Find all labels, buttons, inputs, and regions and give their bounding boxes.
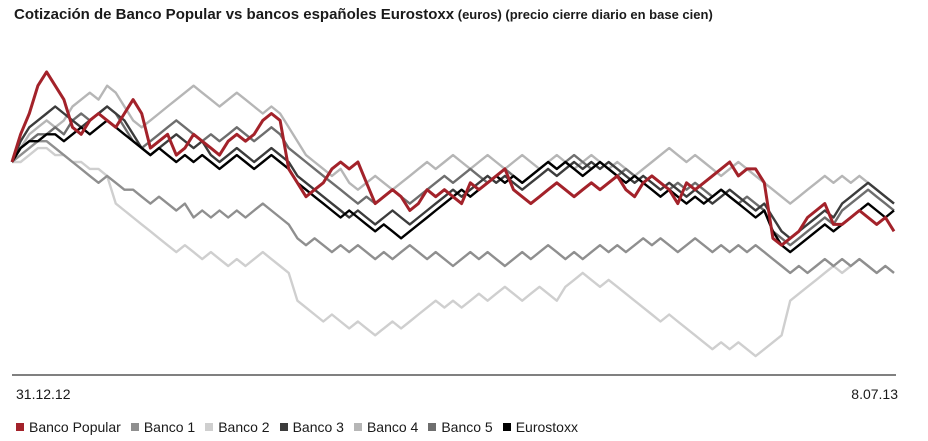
legend-item-banco-1: Banco 1 xyxy=(130,419,196,435)
legend-swatch xyxy=(353,423,362,431)
x-start-label: 31.12.12 xyxy=(16,386,71,402)
legend-item-eurostoxx: Eurostoxx xyxy=(502,419,578,435)
x-end-label: 8.07.13 xyxy=(851,386,898,402)
legend-item-banco-2: Banco 2 xyxy=(205,419,270,435)
legend-item-banco-popular: Banco Popular xyxy=(16,419,121,435)
series-layer xyxy=(10,70,896,358)
legend-label: Banco Popular xyxy=(29,419,121,435)
legend-swatch xyxy=(428,423,437,431)
legend-item-banco-4: Banco 4 xyxy=(353,419,419,435)
legend-label: Banco 4 xyxy=(366,419,419,435)
legend-label: Banco 5 xyxy=(441,419,493,435)
legend-swatch xyxy=(279,423,288,431)
legend-swatch xyxy=(502,423,511,431)
legend: Banco Popular Banco 1 Banco 2 Banco 3 Banco … xyxy=(16,419,588,435)
legend-swatch xyxy=(130,423,139,431)
legend-label: Banco 3 xyxy=(292,419,344,435)
chart-title-sub: (euros) (precio cierre diario en base ci… xyxy=(454,7,713,22)
legend-label: Eurostoxx xyxy=(515,419,578,435)
legend-item-banco-3: Banco 3 xyxy=(279,419,344,435)
series-line-banco-1 xyxy=(11,140,895,275)
legend-label: Banco 2 xyxy=(218,419,270,435)
series-line-banco-2 xyxy=(12,146,895,358)
series-line-banco-5 xyxy=(10,105,895,247)
series-line-banco-popular xyxy=(10,70,896,247)
chart-title: Cotización de Banco Popular vs bancos es… xyxy=(14,6,713,23)
legend-swatch xyxy=(205,423,214,431)
legend-label: Banco 1 xyxy=(143,419,196,435)
legend-item-banco-5: Banco 5 xyxy=(428,419,493,435)
chart-title-main: Cotización de Banco Popular vs bancos es… xyxy=(14,6,455,23)
legend-swatch xyxy=(16,423,24,431)
series-line-eurostoxx xyxy=(10,119,895,254)
